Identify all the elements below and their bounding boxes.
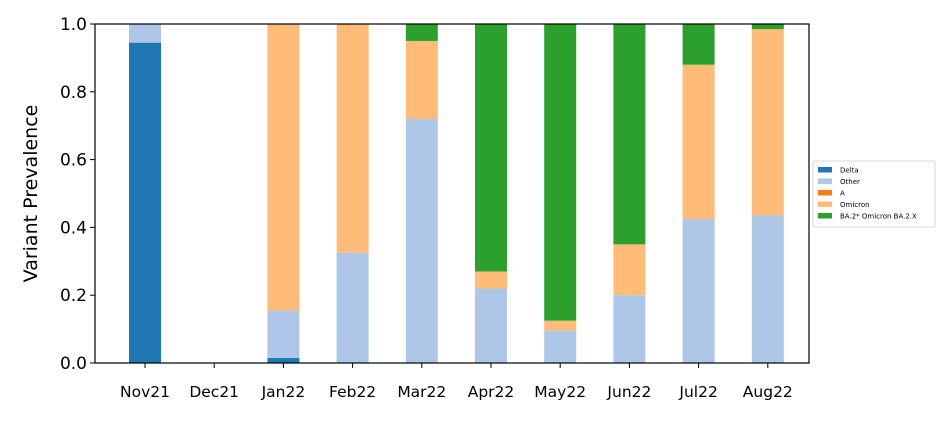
x-tick-label: Jul22 xyxy=(678,383,717,401)
legend-swatch xyxy=(818,178,832,184)
legend-label: BA.2* Omicron BA.2.X xyxy=(840,213,917,221)
x-axis: Nov21 Dec21 Jan22 Feb22 Mar22 Apr22 May22 Jun22… xyxy=(120,363,793,401)
y-tick-label: 1.0 xyxy=(60,15,87,35)
y-tick-label: 0.2 xyxy=(60,286,87,306)
x-tick-label: Dec21 xyxy=(189,383,239,401)
bar-jan22-series-0 xyxy=(267,357,300,363)
legend-label: A xyxy=(840,190,845,198)
legend-label: Other xyxy=(840,178,860,186)
bar-jun22-series-1 xyxy=(613,295,646,363)
x-tick-label: Feb22 xyxy=(329,383,376,401)
bar-nov21-series-0 xyxy=(129,42,161,364)
bar-apr22-series-3 xyxy=(475,271,507,289)
bar-may22-series-4 xyxy=(544,24,577,321)
bar-feb22-series-1 xyxy=(336,252,369,363)
legend: Delta Other A Omicron BA.2* Omicron BA.2.X xyxy=(812,160,936,228)
x-tick-label: May22 xyxy=(534,383,586,401)
x-tick-label: Aug22 xyxy=(743,383,793,401)
legend-label: Delta xyxy=(840,167,859,175)
bar-feb22-series-3 xyxy=(336,24,369,253)
bar-may22-series-1 xyxy=(544,330,577,363)
bar-jul22-series-4 xyxy=(682,24,715,65)
bar-jul22-series-1 xyxy=(682,218,715,363)
x-tick-label: Jan22 xyxy=(261,383,306,401)
bar-apr22-series-1 xyxy=(475,288,507,363)
x-tick-label: Jun22 xyxy=(606,383,651,401)
bar-jul22-series-3 xyxy=(682,64,715,219)
bar-apr22-series-4 xyxy=(475,24,507,272)
legend-swatch xyxy=(818,213,832,219)
x-tick-label: Nov21 xyxy=(120,383,170,401)
legend-swatch xyxy=(818,190,832,196)
bars-layer xyxy=(129,24,784,364)
y-axis-label: Variant Prevalence xyxy=(20,105,42,283)
y-axis: 0.0 0.2 0.4 0.6 0.8 1.0 xyxy=(60,15,95,374)
x-tick-label: Mar22 xyxy=(397,383,446,401)
bar-may22-series-3 xyxy=(544,320,577,331)
y-tick-label: 0.4 xyxy=(60,218,87,238)
bar-mar22-series-1 xyxy=(405,118,438,363)
bar-jun22-series-3 xyxy=(613,244,646,296)
bar-nov21-series-1 xyxy=(129,24,161,43)
legend-swatch xyxy=(818,167,832,173)
bar-aug22-series-3 xyxy=(751,29,784,216)
plot-frame xyxy=(94,23,810,364)
bar-mar22-series-3 xyxy=(405,40,438,119)
y-tick-label: 0.6 xyxy=(60,151,87,171)
bar-mar22-series-4 xyxy=(405,24,438,41)
y-tick-label: 0.8 xyxy=(60,83,87,103)
bar-jan22-series-1 xyxy=(267,310,300,358)
bar-aug22-series-1 xyxy=(751,215,784,363)
y-tick-label: 0.0 xyxy=(60,354,87,374)
legend-box xyxy=(812,160,936,228)
bar-jun22-series-4 xyxy=(613,24,646,245)
x-tick-label: Apr22 xyxy=(468,383,515,401)
bar-aug22-series-4 xyxy=(751,24,784,30)
bar-jan22-series-3 xyxy=(267,24,300,311)
legend-label: Omicron xyxy=(840,201,870,209)
legend-swatch xyxy=(818,201,832,207)
